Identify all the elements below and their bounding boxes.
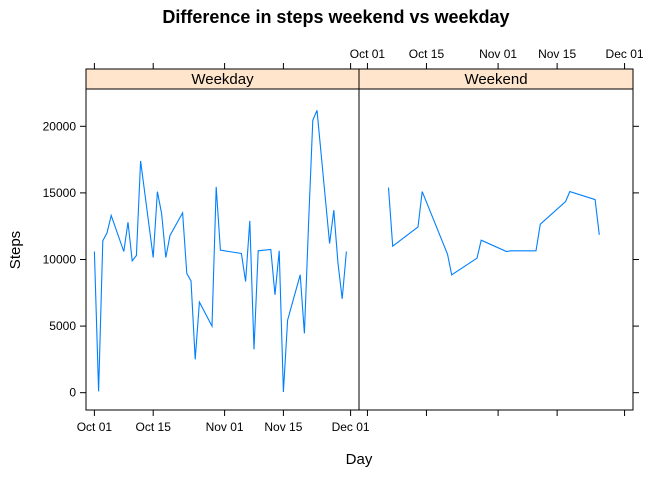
x-tick-label: Nov 15 [264, 420, 302, 434]
panel-weekday: Weekday Oct 01 Oct 15 Nov 01 Nov 15 Dec 01 0 50… [43, 63, 370, 434]
x-tick-label: Dec 01 [332, 420, 370, 434]
y-tick-label: 15000 [43, 186, 77, 200]
x-tick-label-top: Dec 01 [606, 47, 644, 61]
strip-label-weekend: Weekend [464, 71, 527, 88]
chart-title: Difference in steps weekend vs weekday [162, 7, 509, 27]
x-tick-label-top: Oct 15 [409, 47, 445, 61]
strip-label-weekday: Weekday [191, 71, 254, 88]
panels-group: Weekday Oct 01 Oct 15 Nov 01 Nov 15 Dec 01 0 50… [43, 47, 644, 434]
panel-weekend: Weekend Oct 01 Oct 15 Nov 01 Nov 15 Dec 01 [350, 47, 644, 416]
y-tick-label: 0 [69, 386, 76, 400]
series-line-weekend [387, 187, 600, 276]
x-axis-label: Day [346, 451, 373, 468]
x-tick-label-top: Oct 01 [350, 47, 386, 61]
x-tick-label: Oct 15 [136, 420, 172, 434]
y-tick-label: 20000 [43, 119, 77, 133]
y-tick-label: 10000 [43, 252, 77, 266]
plot-frame-weekend [358, 88, 634, 411]
x-tick-label: Nov 01 [206, 420, 244, 434]
y-axis-label: Steps [7, 231, 24, 269]
x-tick-label: Oct 01 [77, 420, 113, 434]
y-tick-label: 5000 [49, 319, 76, 333]
x-tick-label-top: Nov 15 [538, 47, 576, 61]
series-line-weekday [93, 110, 347, 393]
plot-frame-weekday [85, 88, 360, 411]
x-tick-label-top: Nov 01 [479, 47, 517, 61]
